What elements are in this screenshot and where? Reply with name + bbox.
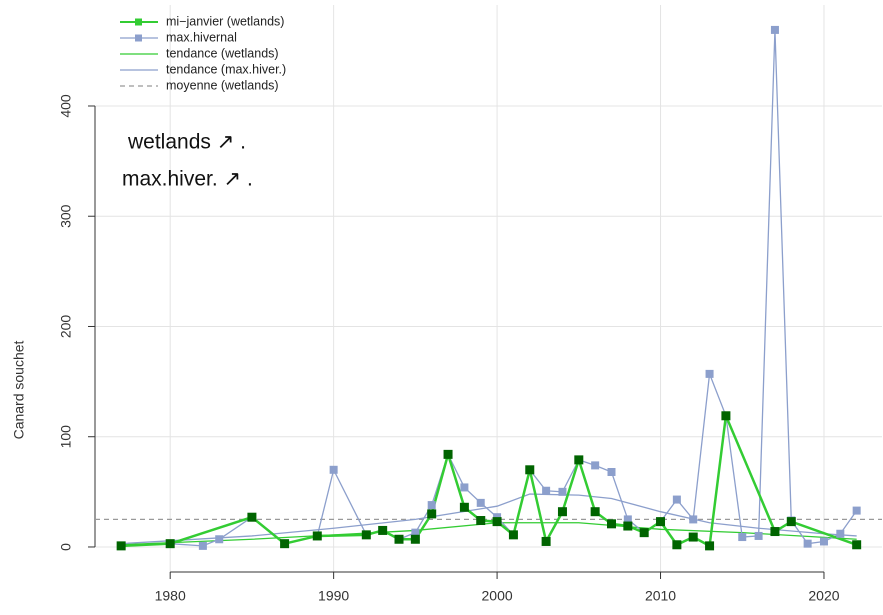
marker: [476, 516, 486, 526]
legend-label: moyenne (wetlands): [166, 78, 279, 92]
marker: [738, 533, 747, 542]
x-tick-label: 2010: [645, 588, 676, 604]
y-tick-label: 300: [58, 204, 74, 228]
marker: [672, 540, 682, 550]
marker: [672, 495, 681, 504]
marker: [574, 455, 584, 465]
legend-label: max.hivernal: [166, 30, 237, 44]
marker: [280, 539, 290, 549]
marker: [378, 525, 388, 535]
x-tick-label: 1990: [318, 588, 349, 604]
marker: [836, 529, 845, 538]
marker: [411, 528, 420, 537]
marker: [770, 25, 779, 34]
x-tick-label: 2020: [808, 588, 839, 604]
y-axis-label: Canard souchet: [11, 340, 27, 439]
marker: [557, 507, 567, 517]
marker: [689, 515, 698, 524]
marker: [443, 449, 453, 459]
marker: [476, 498, 485, 507]
marker: [819, 537, 828, 546]
grid: [95, 5, 882, 572]
marker: [705, 369, 714, 378]
marker: [542, 486, 551, 495]
marker: [607, 468, 616, 477]
marker: [590, 507, 600, 517]
marker: [508, 530, 518, 540]
marker: [639, 528, 649, 538]
marker: [770, 527, 780, 537]
trend-line: [121, 522, 857, 546]
marker: [525, 465, 535, 475]
marker: [394, 534, 404, 544]
marker: [705, 541, 715, 551]
y-tick-label: 100: [58, 425, 74, 449]
marker: [460, 483, 469, 492]
x-tick-label: 1980: [155, 588, 186, 604]
marker: [852, 506, 861, 515]
marker: [606, 519, 616, 529]
marker: [116, 541, 126, 551]
marker: [688, 532, 698, 542]
series-line: [121, 29, 858, 547]
marker: [247, 512, 257, 522]
legend-marker: [135, 18, 142, 26]
y-tick-label: 0: [58, 543, 74, 551]
annotation: wetlands ↗ .: [127, 131, 246, 154]
marker: [492, 517, 502, 527]
marker: [427, 501, 436, 510]
marker: [803, 539, 812, 548]
marker: [786, 517, 796, 527]
marker: [410, 534, 420, 544]
legend-label: tendance (wetlands): [166, 46, 279, 60]
marker: [541, 536, 551, 546]
legend-label: tendance (max.hiver.): [166, 62, 286, 76]
marker: [361, 530, 371, 540]
annotation: max.hiver. ↗ .: [122, 168, 253, 191]
x-tick-label: 2000: [482, 588, 513, 604]
legend-label: mi−janvier (wetlands): [166, 14, 284, 28]
marker: [427, 509, 437, 519]
marker: [656, 517, 666, 527]
marker: [591, 461, 600, 470]
marker: [623, 521, 633, 531]
marker: [459, 502, 469, 512]
marker: [852, 540, 862, 550]
marker: [754, 531, 763, 540]
marker: [558, 487, 567, 496]
marker: [329, 465, 338, 474]
marker: [198, 541, 207, 550]
marker: [721, 411, 731, 421]
marker: [215, 535, 224, 544]
marker: [623, 515, 632, 524]
y-tick-label: 400: [58, 94, 74, 118]
marker: [165, 539, 175, 549]
marker: [312, 531, 322, 541]
legend-marker: [135, 34, 142, 42]
y-tick-label: 200: [58, 315, 74, 339]
